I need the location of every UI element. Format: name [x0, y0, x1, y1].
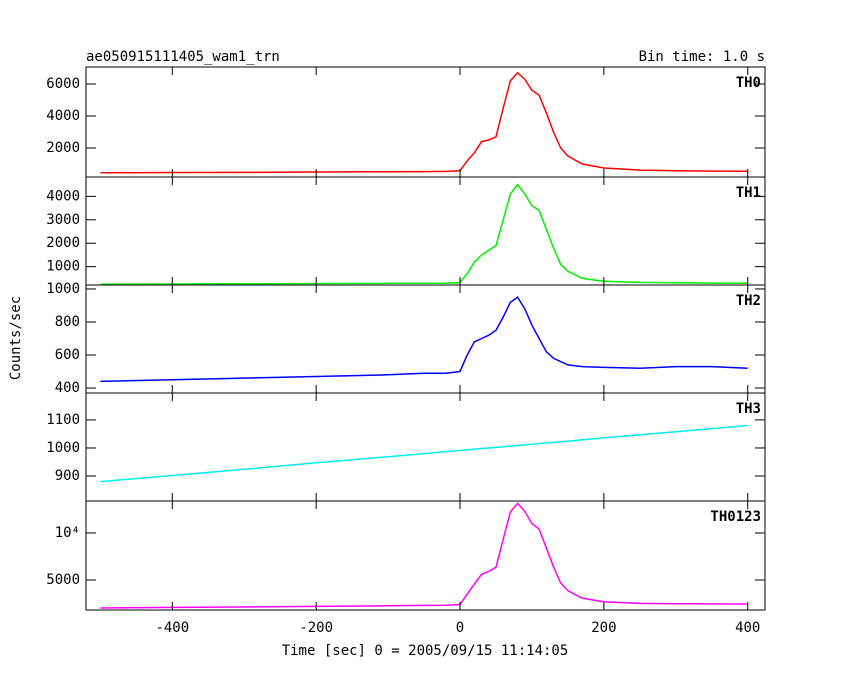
light-curve [100, 424, 748, 483]
panel-frame [85, 500, 766, 611]
y-tick-label: 1100 [46, 412, 80, 428]
panel-label: TH2 [736, 293, 761, 309]
y-axis-label: Counts/sec [8, 296, 24, 380]
panel-label: TH0123 [710, 509, 761, 525]
light-curve [100, 183, 748, 285]
x-tick-label: 0 [456, 620, 464, 636]
x-tick-label: -200 [299, 620, 333, 636]
light-curve [100, 502, 748, 609]
panel-frame [85, 392, 766, 502]
x-tick-label: 400 [735, 620, 760, 636]
y-tick-label: 1000 [46, 281, 80, 297]
y-tick-label: 2000 [46, 235, 80, 251]
panel-frame [85, 66, 766, 178]
y-tick-label: 1000 [46, 259, 80, 275]
x-axis-label: Time [sec] 0 = 2005/09/15 11:14:05 [282, 643, 569, 659]
panel-label: TH1 [736, 185, 761, 201]
y-tick-label: 800 [55, 314, 80, 330]
panel-label: TH3 [736, 401, 761, 417]
chart-subtitle: Bin time: 1.0 s [639, 49, 765, 65]
y-tick-label: 900 [55, 468, 80, 484]
x-tick-label: -400 [155, 620, 189, 636]
y-tick-label: 5000 [46, 572, 80, 588]
y-tick-label: 2000 [46, 140, 80, 156]
panel-frame [85, 284, 766, 394]
light-curve [100, 296, 748, 383]
x-tick-label: 200 [591, 620, 616, 636]
y-tick-label: 10⁴ [55, 525, 80, 541]
panel-label: TH0 [736, 75, 761, 91]
chart-title: ae050915111405_wam1_trn [86, 49, 280, 65]
y-tick-label: 3000 [46, 212, 80, 228]
y-tick-label: 400 [55, 380, 80, 396]
y-tick-label: 4000 [46, 108, 80, 124]
light-curve [100, 71, 748, 174]
panel-frame [85, 176, 766, 286]
y-tick-label: 600 [55, 347, 80, 363]
y-tick-label: 6000 [46, 76, 80, 92]
y-tick-label: 1000 [46, 440, 80, 456]
y-tick-label: 4000 [46, 188, 80, 204]
